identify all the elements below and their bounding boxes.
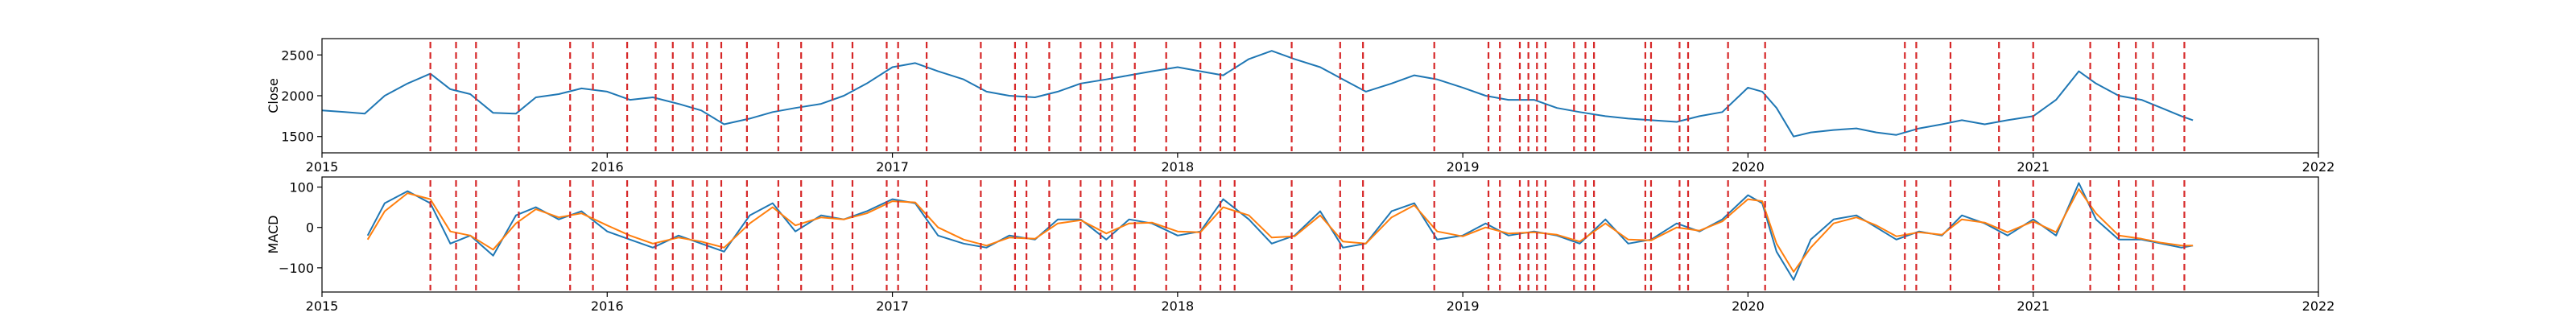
close-price-panel: 2015 2016 2017 2018 2019 2020 2021 2022 1500 2000… bbox=[266, 38, 2335, 175]
x-tick-label: 2020 bbox=[1732, 159, 1765, 175]
y-tick-label: 2500 bbox=[281, 47, 314, 63]
x-tick-label: 2022 bbox=[2302, 159, 2335, 175]
series-line-0 bbox=[366, 182, 2194, 281]
plot-area bbox=[322, 42, 2194, 151]
x-tick-label: 2015 bbox=[306, 159, 339, 175]
x-tick-label: 2021 bbox=[2017, 298, 2050, 314]
x-tick-label: 2017 bbox=[876, 298, 909, 314]
x-tick-label: 2021 bbox=[2017, 159, 2050, 175]
x-tick-label: 2019 bbox=[1447, 159, 1480, 175]
plot-area bbox=[366, 180, 2194, 290]
x-tick-label: 2017 bbox=[876, 159, 909, 175]
y-axis-label: MACD bbox=[266, 216, 281, 254]
x-tick-label: 2016 bbox=[591, 298, 624, 314]
x-tick-label: 2020 bbox=[1732, 298, 1765, 314]
series-line-1 bbox=[366, 188, 2194, 273]
series-line-0 bbox=[322, 50, 2194, 138]
x-tick-label: 2022 bbox=[2302, 298, 2335, 314]
x-tick-label: 2018 bbox=[1161, 298, 1194, 314]
y-axis-label: Close bbox=[266, 78, 281, 113]
x-tick-label: 2019 bbox=[1447, 298, 1480, 314]
y-tick-label: 100 bbox=[289, 180, 314, 195]
y-tick-label: 0 bbox=[306, 220, 314, 236]
y-tick-label: 2000 bbox=[281, 88, 314, 104]
x-tick-label: 2016 bbox=[591, 159, 624, 175]
y-tick-label: −100 bbox=[279, 261, 314, 276]
axes-frame bbox=[321, 38, 2319, 154]
macd-panel: 2015 2016 2017 2018 2019 2020 2021 2022 −100 0 100… bbox=[266, 176, 2335, 314]
x-tick-label: 2015 bbox=[306, 298, 339, 314]
x-tick-label: 2018 bbox=[1161, 159, 1194, 175]
y-tick-label: 1500 bbox=[281, 130, 314, 145]
axes-frame bbox=[321, 176, 2319, 293]
